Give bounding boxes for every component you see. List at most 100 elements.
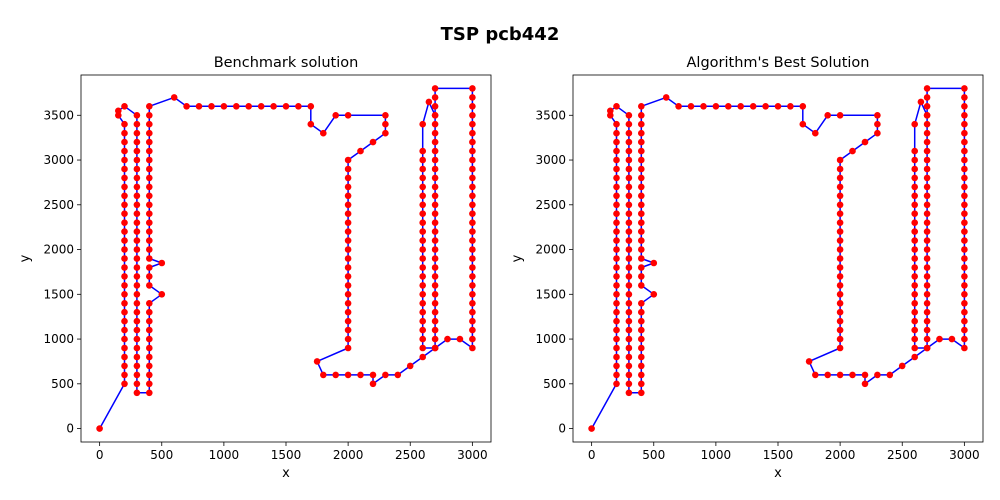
city-point	[121, 291, 128, 298]
city-point	[344, 183, 352, 191]
city-point	[133, 389, 141, 397]
city-point	[133, 300, 141, 307]
city-point	[419, 246, 427, 253]
city-point	[369, 371, 377, 379]
city-point	[431, 138, 439, 146]
city-point	[923, 246, 931, 253]
city-point	[638, 147, 645, 155]
city-point	[911, 264, 918, 271]
city-point	[613, 138, 620, 146]
city-point	[456, 335, 464, 343]
city-point	[613, 192, 620, 200]
city-point	[911, 300, 918, 307]
city-point	[613, 264, 620, 271]
city-point	[146, 112, 153, 119]
city-point	[961, 246, 968, 253]
city-point	[133, 291, 141, 298]
city-point	[146, 300, 153, 307]
city-point	[638, 112, 645, 119]
city-point	[638, 192, 645, 200]
x-tick-label: 1000	[209, 448, 240, 462]
city-point	[133, 201, 141, 209]
city-point	[849, 147, 856, 155]
city-point	[662, 94, 670, 101]
city-point	[911, 147, 918, 155]
y-tick-label: 1000	[43, 332, 74, 346]
city-point	[923, 344, 931, 352]
city-point	[469, 228, 476, 235]
x-tick-label: 3000	[457, 448, 488, 462]
city-point	[344, 112, 352, 119]
city-point	[836, 273, 844, 280]
city-point	[923, 147, 931, 155]
city-point	[737, 103, 744, 110]
city-point	[419, 300, 427, 307]
city-point	[146, 264, 153, 271]
city-point	[613, 291, 620, 298]
city-point	[613, 282, 620, 289]
city-point	[357, 147, 364, 155]
city-point	[469, 183, 476, 191]
city-point	[431, 120, 439, 128]
city-point	[115, 107, 122, 115]
city-point	[625, 183, 633, 191]
x-tick-label: 500	[150, 448, 173, 462]
city-point	[419, 120, 427, 128]
city-point	[625, 300, 633, 307]
city-point	[613, 380, 620, 388]
city-point	[638, 174, 645, 182]
city-point	[638, 362, 645, 370]
city-point	[613, 255, 620, 262]
city-point	[320, 129, 327, 137]
city-point	[812, 371, 819, 379]
city-point	[638, 273, 645, 280]
city-point	[638, 138, 645, 146]
city-point	[431, 317, 439, 325]
city-point	[638, 103, 645, 110]
city-point	[344, 237, 352, 244]
city-point	[313, 358, 321, 365]
city-point	[121, 228, 128, 235]
city-point	[961, 210, 968, 217]
city-point	[419, 147, 427, 155]
city-point	[836, 237, 844, 244]
city-point	[146, 174, 153, 182]
city-point	[121, 138, 128, 146]
city-point	[469, 326, 476, 334]
city-point	[419, 210, 427, 217]
city-point	[874, 371, 881, 379]
city-point	[158, 291, 166, 298]
city-point	[613, 237, 620, 244]
city-point	[625, 120, 633, 128]
city-point	[382, 120, 389, 128]
city-point	[121, 308, 128, 316]
city-point	[146, 335, 153, 343]
city-point	[220, 103, 228, 110]
city-point	[133, 371, 141, 379]
city-point	[146, 282, 153, 289]
city-point	[824, 112, 831, 119]
city-point	[911, 308, 918, 316]
city-point	[961, 255, 968, 262]
city-point	[431, 335, 439, 343]
city-point	[836, 201, 844, 209]
city-point	[805, 358, 813, 365]
city-point	[419, 317, 427, 325]
x-tick-label: 500	[642, 448, 665, 462]
city-point	[625, 237, 633, 244]
x-tick-label: 2500	[887, 448, 918, 462]
city-point	[431, 273, 439, 280]
city-point	[158, 259, 166, 267]
city-point	[923, 219, 931, 226]
city-point	[121, 120, 128, 128]
city-point	[625, 201, 633, 209]
city-point	[625, 326, 633, 334]
city-point	[121, 264, 128, 271]
city-point	[419, 237, 427, 244]
city-point	[923, 335, 931, 343]
city-point	[121, 353, 128, 361]
city-point	[121, 246, 128, 253]
city-point	[625, 344, 633, 352]
city-point	[961, 300, 968, 307]
city-point	[121, 201, 128, 209]
